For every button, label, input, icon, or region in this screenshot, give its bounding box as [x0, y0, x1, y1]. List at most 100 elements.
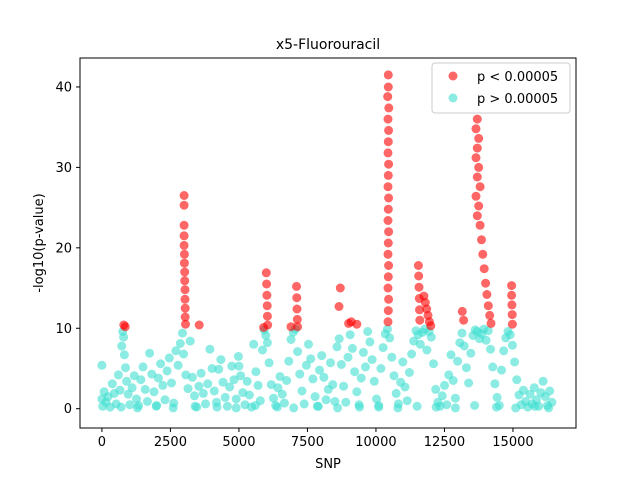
point-high-p-21: [129, 371, 139, 381]
point-high-p-11: [115, 385, 125, 395]
legend-label-low-p: p < 0.00005: [477, 70, 558, 85]
point-high-p-123: [347, 343, 357, 353]
point-low-p-51: [383, 249, 393, 259]
point-high-p-219: [190, 401, 200, 411]
point-low-p-72: [472, 114, 482, 124]
point-high-p-16: [121, 363, 130, 373]
point-high-p-136: [376, 364, 386, 373]
point-low-p-9: [180, 267, 190, 277]
point-low-p-53: [383, 272, 393, 282]
point-low-p-95: [507, 310, 517, 320]
point-high-p-109: [317, 351, 327, 361]
point-high-p-101: [299, 399, 309, 409]
point-low-p-11: [180, 285, 190, 295]
legend-label-high-p: p > 0.00005: [477, 92, 558, 107]
point-high-p-176: [464, 378, 474, 388]
point-high-p-175: [461, 363, 471, 373]
point-low-p-23: [263, 320, 273, 330]
point-high-p-98: [293, 347, 303, 357]
x-axis-label: SNP: [315, 457, 341, 472]
point-low-p-16: [194, 320, 204, 330]
point-high-p-99: [295, 369, 305, 379]
point-high-p-186: [486, 344, 495, 354]
x-tick-label: 0: [98, 435, 106, 450]
point-high-p-17: [122, 376, 132, 386]
point-high-p-58: [209, 386, 219, 396]
point-low-p-74: [474, 133, 484, 143]
point-high-p-234: [492, 402, 501, 412]
point-low-p-38: [384, 103, 394, 113]
point-low-p-6: [179, 240, 189, 250]
point-low-p-12: [180, 294, 190, 304]
point-low-p-82: [472, 211, 482, 221]
point-high-p-119: [339, 381, 349, 391]
point-high-p-117: [334, 334, 344, 344]
y-tick-label: 10: [55, 322, 72, 337]
point-high-p-66: [227, 361, 237, 371]
point-high-p-48: [187, 372, 197, 382]
x-tick-label: 7500: [291, 435, 324, 450]
point-low-p-40: [384, 125, 394, 135]
point-high-p-93: [282, 376, 292, 385]
point-high-p-65: [225, 382, 235, 392]
y-tick-label: 20: [55, 241, 72, 256]
point-low-p-37: [383, 92, 393, 102]
point-high-p-142: [389, 371, 399, 381]
point-high-p-62: [218, 377, 228, 387]
point-high-p-100: [297, 386, 307, 396]
point-low-p-49: [384, 227, 394, 237]
point-high-p-226: [333, 403, 343, 413]
point-high-p-229: [393, 403, 403, 413]
point-high-p-102: [301, 360, 311, 370]
point-high-p-213: [545, 386, 555, 396]
point-high-p-137: [378, 343, 388, 353]
point-high-p-70: [234, 361, 244, 371]
point-low-p-22: [262, 311, 272, 321]
point-high-p-30: [149, 387, 159, 397]
point-high-p-171: [453, 356, 463, 366]
point-low-p-28: [292, 314, 302, 324]
point-low-p-43: [384, 159, 394, 169]
point-high-p-232: [450, 403, 460, 413]
point-high-p-69: [233, 351, 243, 361]
point-low-p-18: [261, 268, 271, 278]
point-high-p-217: [152, 401, 162, 410]
point-low-p-48: [383, 216, 393, 225]
point-low-p-78: [472, 172, 482, 182]
point-high-p-184: [481, 335, 491, 345]
legend: p < 0.00005 p > 0.00005: [431, 62, 571, 114]
point-low-p-73: [471, 124, 481, 134]
point-low-p-50: [383, 238, 393, 248]
y-tick-label: 40: [55, 80, 72, 95]
point-low-p-1: [120, 322, 130, 332]
point-high-p-20: [127, 383, 137, 393]
point-high-p-233: [470, 401, 480, 410]
point-low-p-90: [485, 310, 495, 320]
point-high-p-230: [412, 401, 422, 411]
point-low-p-96: [507, 319, 517, 329]
point-high-p-118: [336, 360, 346, 369]
x-tick-label: 15000: [492, 435, 533, 450]
point-high-p-33: [156, 359, 166, 369]
point-low-p-57: [383, 317, 393, 327]
point-high-p-32: [153, 373, 163, 383]
point-high-p-49: [190, 391, 199, 401]
point-high-p-114: [328, 380, 338, 390]
point-high-p-224: [289, 403, 299, 413]
point-low-p-89: [483, 301, 493, 311]
point-high-p-228: [374, 401, 384, 410]
points-layer: [97, 70, 557, 413]
point-high-p-10: [113, 370, 123, 380]
point-high-p-154: [415, 339, 425, 349]
point-high-p-143: [391, 388, 401, 398]
point-low-p-71: [459, 315, 469, 325]
point-low-p-58: [413, 261, 423, 270]
point-high-p-168: [446, 350, 456, 360]
point-high-p-127: [356, 373, 366, 383]
point-high-p-130: [363, 327, 373, 336]
point-low-p-93: [507, 290, 517, 300]
point-low-p-92: [507, 281, 517, 291]
point-low-p-15: [181, 319, 190, 329]
point-low-p-81: [474, 201, 484, 211]
